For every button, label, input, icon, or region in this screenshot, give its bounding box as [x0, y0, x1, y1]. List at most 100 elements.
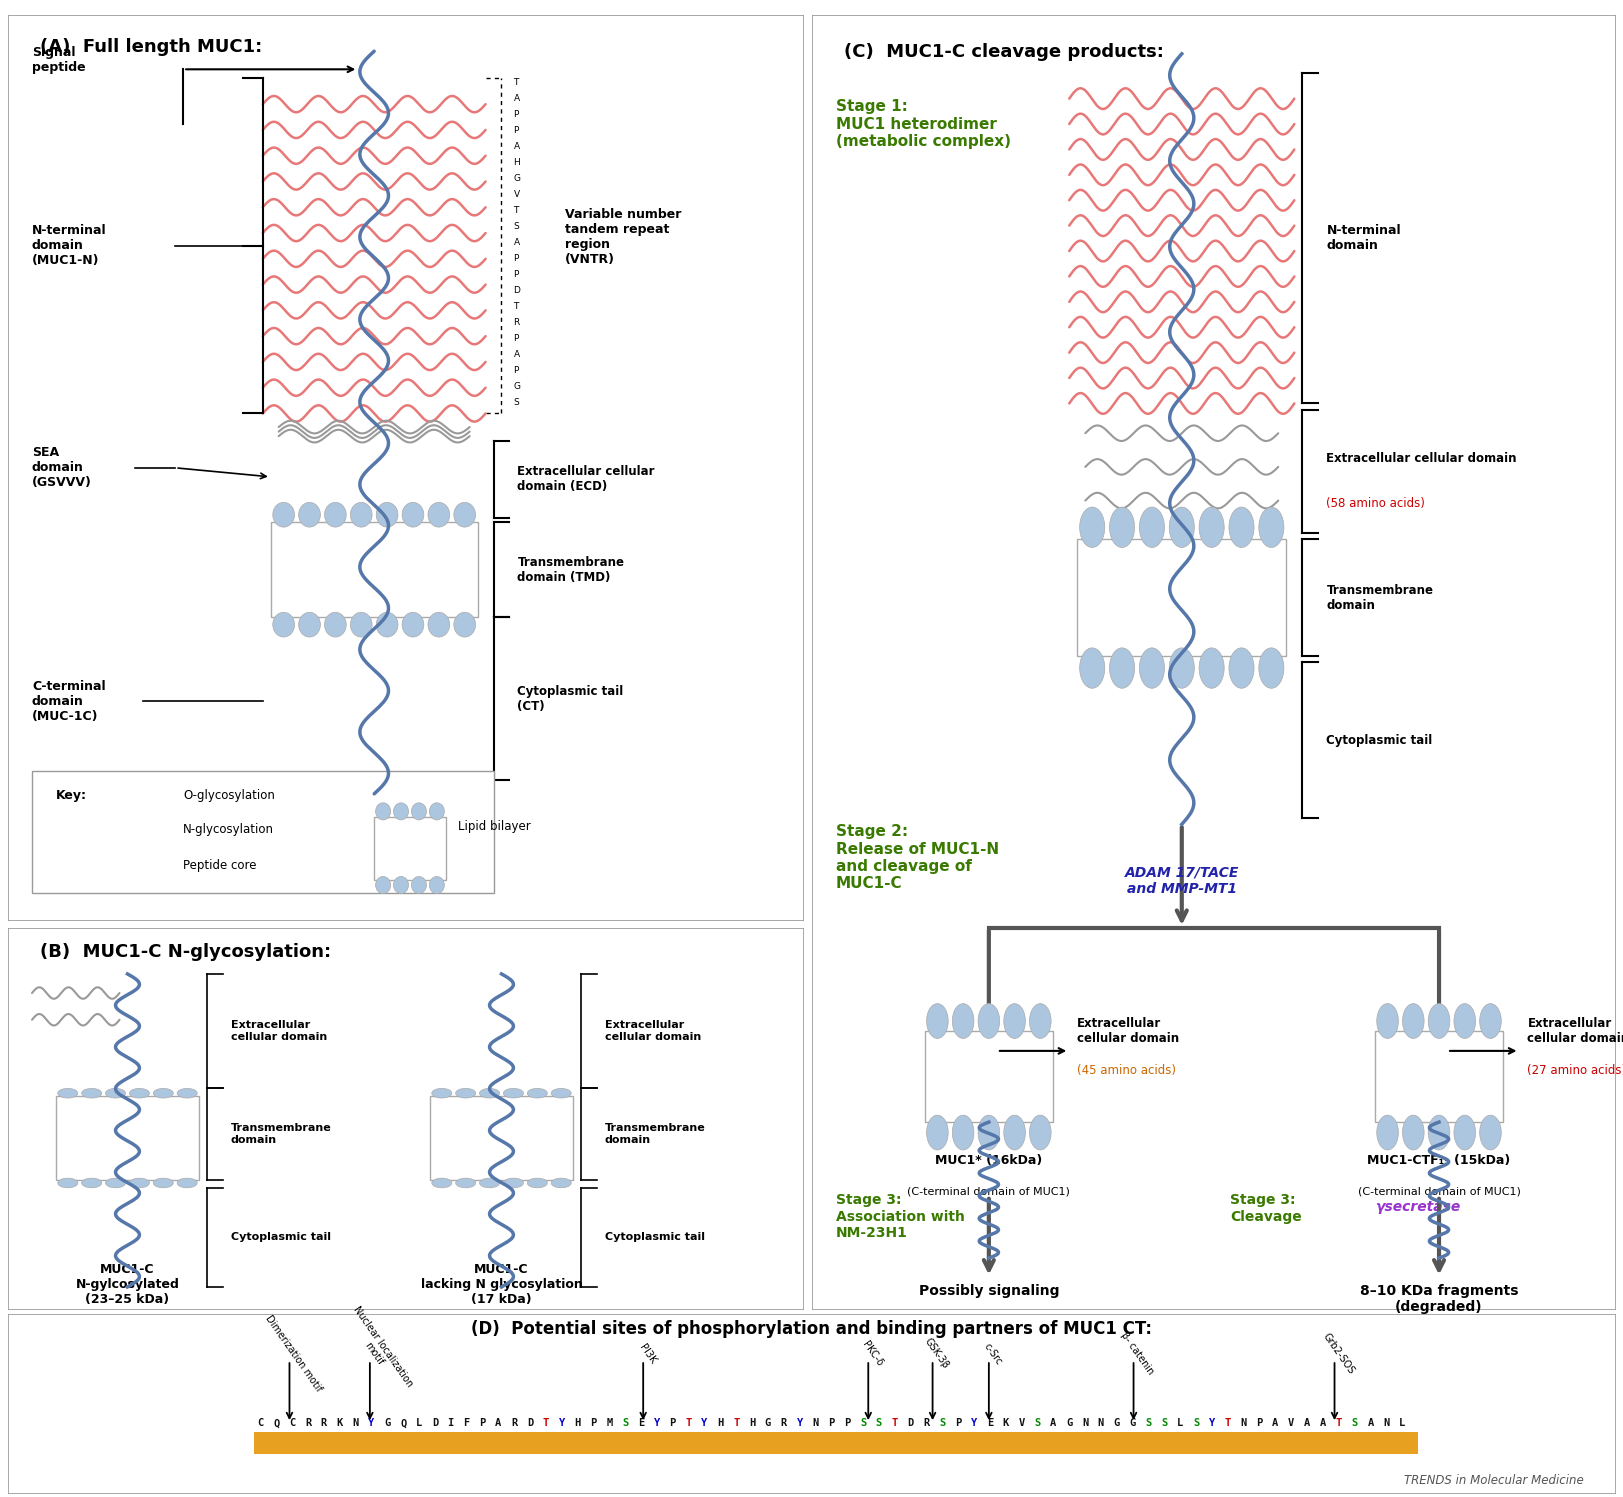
Text: Stage 1:
MUC1 heterodimer
(metabolic complex): Stage 1: MUC1 heterodimer (metabolic com…: [836, 99, 1011, 148]
Text: D: D: [907, 1419, 914, 1428]
Text: S: S: [513, 398, 519, 407]
Circle shape: [325, 612, 346, 638]
FancyBboxPatch shape: [32, 771, 493, 894]
Text: Variable number
tandem repeat
region
(VNTR): Variable number tandem repeat region (VN…: [565, 208, 682, 266]
Text: Extracellular
cellular domain: Extracellular cellular domain: [1527, 1018, 1623, 1045]
Circle shape: [1003, 1003, 1024, 1039]
Text: P: P: [828, 1419, 834, 1428]
Circle shape: [299, 612, 320, 638]
Text: P: P: [513, 111, 518, 120]
Text: Extracellular
cellular domain: Extracellular cellular domain: [605, 1021, 701, 1042]
Circle shape: [1109, 507, 1134, 548]
Circle shape: [951, 1003, 974, 1039]
Text: Q: Q: [399, 1419, 406, 1428]
Text: Cytoplasmic tail: Cytoplasmic tail: [1326, 734, 1431, 747]
Circle shape: [411, 802, 427, 820]
Circle shape: [927, 1115, 948, 1150]
Circle shape: [58, 1088, 78, 1097]
Circle shape: [1453, 1115, 1475, 1150]
Text: S: S: [1160, 1419, 1167, 1428]
Text: G: G: [1065, 1419, 1071, 1428]
Text: L: L: [415, 1419, 422, 1428]
Text: Nuclear localization
motif: Nuclear localization motif: [342, 1305, 415, 1395]
Text: MUC1-C
N-gylcosylated
(23–25 kDa): MUC1-C N-gylcosylated (23–25 kDa): [76, 1263, 179, 1305]
Circle shape: [453, 612, 476, 638]
Circle shape: [1079, 507, 1104, 548]
Bar: [55, 1096, 200, 1180]
Text: S: S: [1193, 1419, 1198, 1428]
Text: L: L: [1177, 1419, 1183, 1428]
Text: Extracellular
cellular domain: Extracellular cellular domain: [230, 1021, 326, 1042]
Text: (C)  MUC1-C cleavage products:: (C) MUC1-C cleavage products:: [844, 43, 1164, 61]
Text: Possibly signaling: Possibly signaling: [919, 1284, 1058, 1298]
Circle shape: [393, 876, 409, 894]
Text: S: S: [938, 1419, 945, 1428]
Bar: [1375, 1031, 1503, 1123]
Text: T: T: [513, 302, 518, 311]
Circle shape: [1229, 648, 1253, 689]
Text: C: C: [256, 1419, 263, 1428]
Text: G: G: [764, 1419, 771, 1428]
Circle shape: [428, 802, 445, 820]
Text: ADAM 17/TACE
and MMP-MT1: ADAM 17/TACE and MMP-MT1: [1123, 865, 1238, 895]
Text: Extracellular cellular
domain (ECD): Extracellular cellular domain (ECD): [518, 466, 654, 493]
Text: G: G: [513, 174, 519, 183]
Text: SEA
domain
(GSVVV): SEA domain (GSVVV): [32, 446, 93, 490]
Circle shape: [1402, 1115, 1423, 1150]
Text: Y: Y: [971, 1419, 977, 1428]
Bar: [1076, 539, 1285, 656]
Text: N: N: [1383, 1419, 1389, 1428]
Circle shape: [177, 1178, 196, 1187]
Text: T: T: [891, 1419, 898, 1428]
Text: GSK-3β: GSK-3β: [922, 1337, 949, 1371]
Text: (B)  MUC1-C N-glycosylation:: (B) MUC1-C N-glycosylation:: [41, 943, 331, 961]
Text: P: P: [954, 1419, 961, 1428]
Text: Y: Y: [795, 1419, 802, 1428]
Text: P: P: [669, 1419, 675, 1428]
Circle shape: [977, 1115, 1000, 1150]
Circle shape: [1029, 1115, 1050, 1150]
Text: Transmembrane
domain: Transmembrane domain: [230, 1123, 331, 1145]
Text: N-terminal
domain: N-terminal domain: [1326, 225, 1401, 253]
Circle shape: [951, 1115, 974, 1150]
Text: C-terminal
domain
(MUC-1C): C-terminal domain (MUC-1C): [32, 680, 105, 723]
Circle shape: [550, 1178, 571, 1187]
Text: (45 amino acids): (45 amino acids): [1076, 1064, 1175, 1076]
Text: (58 amino acids): (58 amino acids): [1326, 497, 1425, 510]
Text: K: K: [336, 1419, 342, 1428]
Text: T: T: [685, 1419, 691, 1428]
Text: A: A: [1050, 1419, 1057, 1428]
Text: T: T: [513, 207, 518, 216]
Text: A: A: [513, 350, 519, 359]
Text: Y: Y: [1208, 1419, 1214, 1428]
Text: S: S: [622, 1419, 628, 1428]
Text: H: H: [748, 1419, 755, 1428]
Text: R: R: [511, 1419, 518, 1428]
Text: K: K: [1001, 1419, 1008, 1428]
Circle shape: [1079, 648, 1104, 689]
Text: P: P: [479, 1419, 485, 1428]
Text: P: P: [591, 1419, 596, 1428]
Text: P: P: [513, 334, 518, 343]
Circle shape: [527, 1178, 547, 1187]
Text: (C-terminal domain of MUC1): (C-terminal domain of MUC1): [1357, 1187, 1519, 1198]
Circle shape: [1453, 1003, 1475, 1039]
Text: N: N: [1081, 1419, 1087, 1428]
Text: A: A: [1271, 1419, 1277, 1428]
Text: Y: Y: [368, 1419, 375, 1428]
Text: G: G: [1128, 1419, 1134, 1428]
Text: A: A: [1303, 1419, 1310, 1428]
Circle shape: [299, 503, 320, 527]
Circle shape: [105, 1088, 125, 1097]
Text: Stage 2:
Release of MUC1-N
and cleavage of
MUC1-C: Stage 2: Release of MUC1-N and cleavage …: [836, 825, 998, 892]
Circle shape: [403, 503, 424, 527]
Text: Q: Q: [273, 1419, 279, 1428]
Text: Y: Y: [701, 1419, 708, 1428]
Circle shape: [432, 1178, 451, 1187]
Text: Dimerization motif: Dimerization motif: [263, 1314, 323, 1394]
Text: T: T: [1334, 1419, 1341, 1428]
Text: Stage 3:
Cleavage: Stage 3: Cleavage: [1229, 1193, 1302, 1223]
Text: O-glycosylation: O-glycosylation: [183, 789, 274, 802]
Circle shape: [1376, 1003, 1397, 1039]
Text: P: P: [513, 126, 518, 135]
